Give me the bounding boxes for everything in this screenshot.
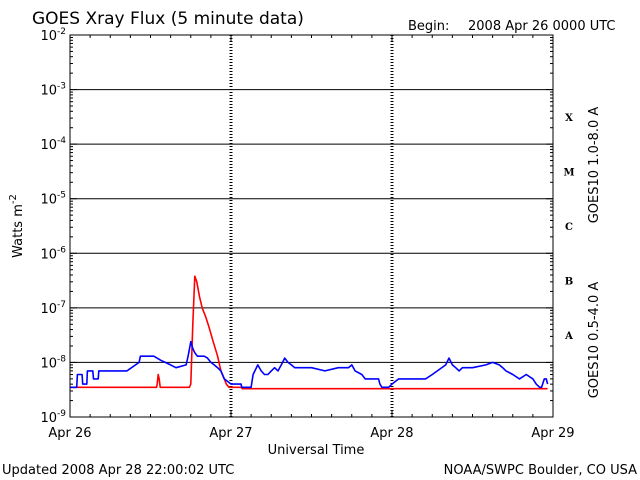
y-tick-label: 10-2 bbox=[40, 27, 66, 44]
footer-updated: Updated 2008 Apr 28 22:00:02 UTC bbox=[2, 463, 234, 478]
y-tick-label: 10-9 bbox=[40, 409, 66, 426]
series-short-channel bbox=[70, 340, 549, 389]
flare-class-label: M bbox=[563, 167, 574, 178]
x-tick-label: Apr 27 bbox=[209, 426, 252, 441]
flare-class-label: C bbox=[565, 222, 573, 233]
flare-class-label: B bbox=[565, 277, 573, 288]
x-tick-label: Apr 28 bbox=[370, 426, 413, 441]
plot-frame bbox=[69, 34, 554, 418]
x-tick-label: Apr 29 bbox=[531, 426, 574, 441]
chart-title: GOES Xray Flux (5 minute data) bbox=[32, 9, 304, 29]
footer-credit: NOAA/SWPC Boulder, CO USA bbox=[444, 463, 637, 478]
x-tick-label: Apr 26 bbox=[48, 426, 91, 441]
y-tick-label: 10-4 bbox=[40, 136, 66, 153]
y-tick-label: 10-8 bbox=[40, 354, 66, 371]
legend-short-channel: GOES10 0.5-4.0 A bbox=[587, 282, 602, 399]
legend-long-channel: GOES10 1.0-8.0 A bbox=[587, 107, 602, 224]
flare-class-label: X bbox=[565, 113, 573, 124]
begin-value: 2008 Apr 26 0000 UTC bbox=[468, 19, 616, 34]
series-long-channel bbox=[70, 275, 548, 390]
y-tick-label: 10-6 bbox=[40, 245, 66, 262]
y-axis-label: Watts m-2 bbox=[8, 194, 26, 258]
begin-label: Begin: bbox=[408, 19, 449, 34]
y-tick-label: 10-5 bbox=[40, 191, 66, 208]
x-axis-label: Universal Time bbox=[268, 443, 365, 458]
flare-class-label: A bbox=[564, 331, 573, 342]
y-tick-label: 10-3 bbox=[40, 82, 66, 99]
y-tick-label: 10-7 bbox=[40, 300, 66, 317]
